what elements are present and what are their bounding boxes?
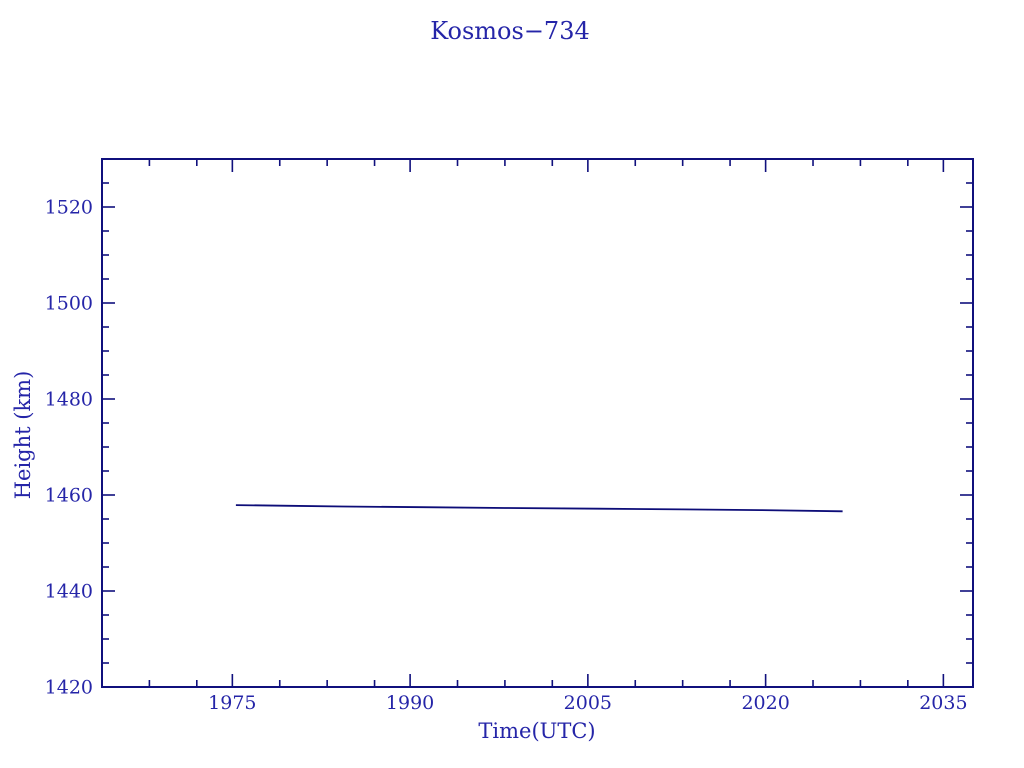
x-tick-label: 1990 — [386, 692, 434, 714]
axis-ticks — [102, 159, 973, 688]
y-tick-label: 1420 — [45, 677, 93, 699]
y-tick-label: 1520 — [45, 197, 93, 219]
x-tick-label: 2005 — [564, 692, 612, 714]
y-tick-label: 1460 — [45, 485, 93, 507]
data-series — [235, 504, 843, 513]
y-tick-label: 1480 — [45, 389, 93, 411]
x-axis-label: Time(UTC) — [478, 719, 595, 743]
chart-title: Kosmos−734 — [430, 17, 590, 45]
height-series-line — [235, 504, 843, 513]
y-axis-label: Height (km) — [11, 371, 35, 500]
plot-frame — [101, 158, 974, 688]
y-tick-label: 1500 — [45, 293, 93, 315]
plot-frame-rect — [101, 158, 974, 688]
axis-tick-labels: 1975 1990 2005 2020 2035 1420 1440 1460 1480 1500… — [45, 197, 968, 715]
x-tick-label: 2035 — [919, 692, 967, 714]
y-tick-label: 1440 — [45, 581, 93, 603]
x-tick-label: 2020 — [741, 692, 789, 714]
x-tick-label: 1975 — [208, 692, 256, 714]
